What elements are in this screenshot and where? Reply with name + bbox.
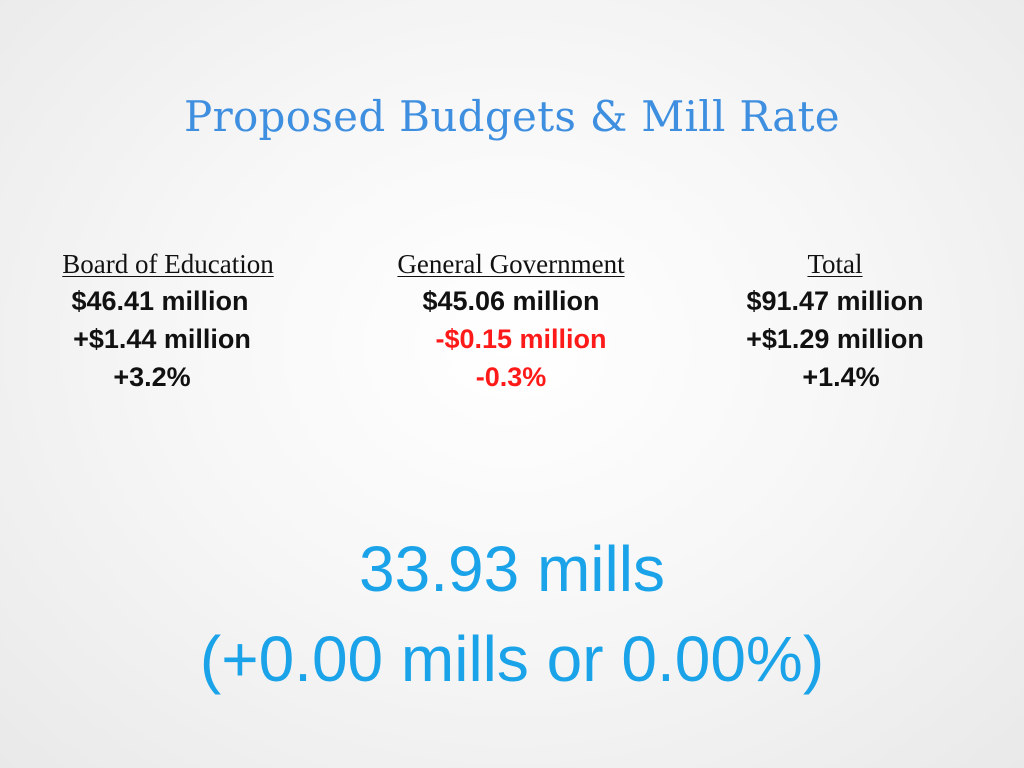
board-of-education-column: Board of Education $46.41 million +$1.44…	[20, 246, 316, 396]
board-of-education-amount: $46.41 million	[71, 286, 249, 316]
total-change: +$1.29 million	[746, 324, 924, 354]
general-government-header: General Government	[397, 249, 625, 279]
total-percent: +1.4%	[802, 362, 880, 392]
mill-rate-change: (+0.00 mills or 0.00%)	[199, 623, 825, 695]
mill-rate-block: 33.93 mills (+0.00 mills or 0.00%)	[0, 524, 1024, 704]
general-government-amount: $45.06 million	[422, 286, 600, 316]
board-of-education-header: Board of Education	[62, 249, 274, 279]
total-amount: $91.47 million	[746, 286, 924, 316]
board-of-education-change: +$1.44 million	[73, 324, 251, 354]
general-government-column: General Government $45.06 million -$0.15…	[356, 246, 666, 396]
board-of-education-percent: +3.2%	[113, 362, 191, 392]
mill-rate-value: 33.93 mills	[359, 533, 665, 605]
total-header: Total	[807, 249, 863, 279]
general-government-percent: -0.3%	[475, 362, 547, 392]
slide-title: Proposed Budgets & Mill Rate	[184, 92, 840, 141]
general-government-change: -$0.15 million	[435, 324, 607, 354]
total-column: Total $91.47 million +$1.29 million +1.4…	[720, 246, 950, 396]
